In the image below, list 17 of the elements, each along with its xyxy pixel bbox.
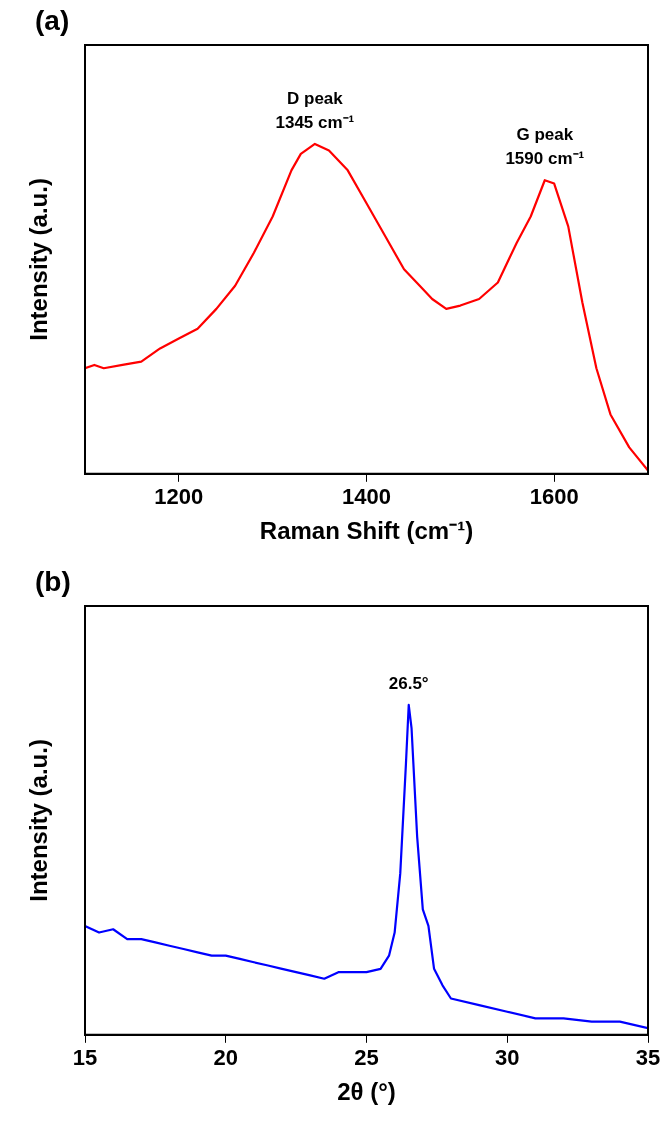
x-axis-title: Raman Shift (cm⁻¹) [259, 517, 474, 545]
x-tick-label: 35 [635, 1045, 661, 1071]
y-axis-title: Intensity (a.u.) [24, 178, 52, 341]
x-tick-label: 15 [72, 1045, 98, 1071]
x-axis-title: 2θ (°) [337, 1078, 396, 1106]
x-tick-label: 1600 [529, 484, 579, 510]
text: (a) [35, 4, 70, 36]
annotation: 26.5° [388, 674, 429, 694]
y-axis-title: Intensity (a.u.) [24, 739, 52, 902]
x-tick-label: 30 [495, 1045, 520, 1071]
x-tick-label: 20 [213, 1045, 238, 1071]
x-tick-label: 1400 [342, 484, 391, 510]
x-tick-label: 1200 [154, 484, 204, 510]
text: (b) [35, 565, 71, 597]
annotation: D peak 1345 cm⁻¹ [275, 89, 355, 133]
annotation: G peak 1590 cm⁻¹ [505, 125, 585, 169]
x-tick-label: 25 [354, 1045, 379, 1071]
